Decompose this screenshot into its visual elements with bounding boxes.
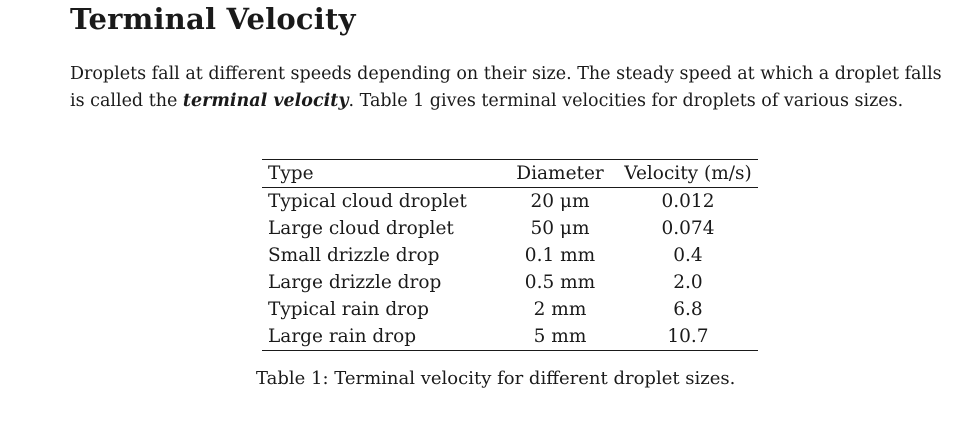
cell-diameter: 5 mm xyxy=(533,326,587,347)
table-row: Typical cloud droplet 20 μm 0.012 xyxy=(262,188,758,216)
table-caption: Table 1: Terminal velocity for different… xyxy=(256,368,736,389)
cell-type: Large rain drop xyxy=(268,326,417,347)
cell-velocity: 0.074 xyxy=(661,218,715,239)
cell-type: Large drizzle drop xyxy=(268,272,442,293)
cell-velocity: 6.8 xyxy=(673,299,703,320)
cell-velocity: 2.0 xyxy=(673,272,703,293)
velocity-table: Type Diameter Velocity (m/s) Typical clo… xyxy=(262,159,758,351)
table-row: Large rain drop 5 mm 10.7 xyxy=(262,323,758,351)
intro-paragraph: Droplets fall at different speeds depend… xyxy=(70,61,950,114)
header-velocity: Velocity (m/s) xyxy=(624,163,752,184)
cell-type: Typical cloud droplet xyxy=(268,191,467,212)
cell-diameter: 50 μm xyxy=(530,218,590,239)
intro-text-start: Droplets fall at different speeds depend… xyxy=(70,64,942,111)
cell-diameter: 20 μm xyxy=(530,191,590,212)
cell-velocity: 0.012 xyxy=(661,191,715,212)
velocity-table-container: Type Diameter Velocity (m/s) Typical clo… xyxy=(262,159,758,351)
header-type: Type xyxy=(268,163,314,184)
cell-diameter: 2 mm xyxy=(533,299,587,320)
table-header: Type Diameter Velocity (m/s) xyxy=(262,159,758,188)
cell-diameter: 0.1 mm xyxy=(524,245,596,266)
table-row: Typical rain drop 2 mm 6.8 xyxy=(262,296,758,323)
table-row: Large drizzle drop 0.5 mm 2.0 xyxy=(262,269,758,296)
intro-term: terminal velocity xyxy=(182,90,349,111)
table-header-row: Type Diameter Velocity (m/s) xyxy=(262,159,758,188)
header-diameter: Diameter xyxy=(516,163,604,184)
table-row: Large cloud droplet 50 μm 0.074 xyxy=(262,215,758,242)
table-row: Small drizzle drop 0.1 mm 0.4 xyxy=(262,242,758,269)
cell-type: Small drizzle drop xyxy=(268,245,440,266)
cell-type: Typical rain drop xyxy=(268,299,429,320)
cell-velocity: 10.7 xyxy=(667,326,709,347)
cell-diameter: 0.5 mm xyxy=(524,272,596,293)
cell-type: Large cloud droplet xyxy=(268,218,454,239)
intro-text-end: . Table 1 gives terminal velocities for … xyxy=(348,90,904,111)
cell-velocity: 0.4 xyxy=(673,245,703,266)
page-title: Terminal Velocity xyxy=(70,2,356,36)
table-body: Typical cloud droplet 20 μm 0.012 Large … xyxy=(262,188,758,351)
